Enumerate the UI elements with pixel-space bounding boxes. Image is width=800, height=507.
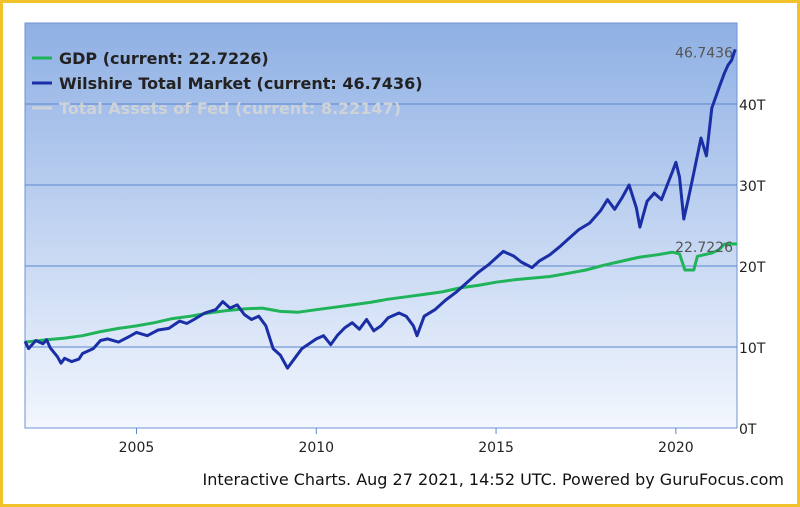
y-tick-label: 40T [739,98,766,114]
footer-credit: Interactive Charts. Aug 27 2021, 14:52 U… [202,470,784,489]
series-end-label: 22.7226 [675,240,733,256]
series-lines [23,48,738,370]
y-tick-label: 30T [739,179,766,195]
grid-lines [25,103,737,348]
legend-item-2[interactable]: Total Assets of Fed (current: 8.22147) [59,99,401,118]
y-tick-label: 20T [739,260,766,276]
legend: GDP (current: 22.7226) Wilshire Total Mar… [32,49,423,118]
y-tick-label: 0T [739,422,757,438]
plot-area [24,22,738,429]
legend-item-1[interactable]: Wilshire Total Market (current: 46.7436) [59,74,423,93]
series-line-0 [24,242,738,344]
axes: 0T 10T 20T 30T 40T 2005 2010 2015 2020 [119,98,766,456]
y-tick-label: 10T [739,341,766,357]
end-labels: 22.7226 46.7436 [675,45,733,256]
x-tick-label: 2020 [658,440,694,456]
series-end-label: 46.7436 [675,45,733,61]
series-line-1 [23,48,737,370]
x-tick-label: 2010 [298,440,334,456]
legend-item-0[interactable]: GDP (current: 22.7226) [59,49,269,68]
x-tick-label: 2015 [478,440,514,456]
x-tick-label: 2005 [119,440,155,456]
